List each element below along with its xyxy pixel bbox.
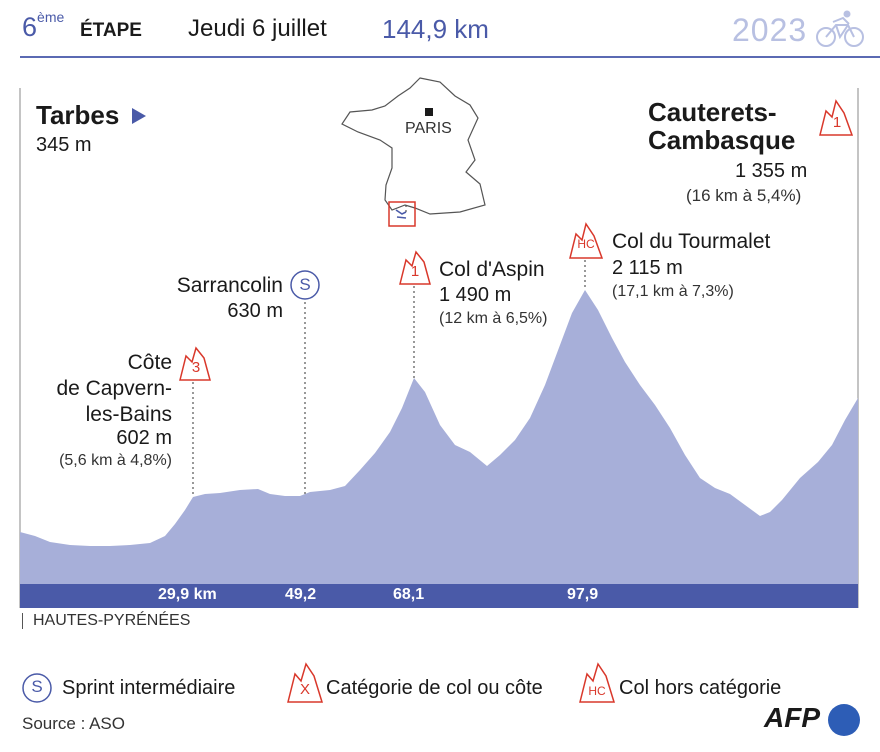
afp-logo-dot: [828, 704, 860, 736]
legend-sprint-label: Sprint intermédiaire: [62, 677, 236, 699]
source-credit: Source : ASO: [22, 714, 125, 733]
finish-detail: (16 km à 5,4%): [686, 186, 802, 205]
paris-marker: [425, 108, 433, 116]
stage-date: Jeudi 6 juillet: [188, 15, 327, 42]
climb-cat1-finish-icon: [819, 99, 854, 136]
legend-sprint-symbol: S: [31, 677, 43, 696]
elevation-profile: [20, 290, 858, 584]
sarrancolin-name: Sarrancolin: [176, 274, 283, 297]
km-label-aspin: 68,1: [393, 586, 425, 603]
legend-hc-icon: [579, 662, 616, 703]
start-name: Tarbes: [36, 100, 120, 130]
capvern-detail: (5,6 km à 4,8%): [59, 452, 172, 469]
finish-altitude: 1 355 m: [735, 160, 808, 182]
finish-category: 1: [832, 114, 842, 131]
cyclist-icon: [816, 10, 864, 47]
stage-number: 6ème: [22, 9, 65, 42]
map-paris-label: PARIS: [405, 120, 452, 137]
header-divider: [20, 56, 880, 58]
distance-axis: [20, 584, 858, 608]
legend-category-label: Catégorie de col ou côte: [326, 677, 543, 699]
aspin-detail: (12 km à 6,5%): [439, 310, 548, 327]
tourmalet-detail: (17,1 km à 7,3%): [612, 283, 734, 300]
legend-hc-symbol: HC: [588, 684, 606, 698]
aspin-altitude: 1 490 m: [439, 284, 512, 306]
tourmalet-altitude: 2 115 m: [612, 257, 683, 279]
aspin-name: Col d'Aspin: [439, 258, 545, 281]
legend-category-symbol: X: [299, 681, 310, 698]
climb-cat3-icon: [179, 346, 211, 381]
climb-hc-tourmalet-icon: [569, 222, 604, 259]
sarrancolin-sprint-symbol: S: [299, 275, 311, 294]
sprint-icon: [290, 270, 320, 300]
year: 2023: [732, 12, 808, 48]
capvern-category: 3: [191, 359, 201, 376]
legend-sprint-icon: [22, 673, 52, 703]
finish-name: Cauterets- Cambasque: [648, 97, 796, 155]
region-label: HAUTES-PYRÉNÉES: [22, 613, 190, 629]
stage-label: ÉTAPE: [80, 20, 142, 41]
sarrancolin-altitude: 630 m: [227, 300, 283, 322]
stage-distance: 144,9 km: [382, 14, 489, 44]
start-altitude: 345 m: [36, 134, 92, 156]
afp-logo: AFP: [764, 702, 820, 733]
tourmalet-category: HC: [577, 237, 595, 251]
km-label-capvern: 29,9 km: [158, 586, 217, 603]
climb-cat1-aspin-icon: [399, 250, 431, 285]
france-map: [341, 77, 486, 215]
km-label-sarrancolin: 49,2: [285, 586, 317, 603]
legend-hc-label: Col hors catégorie: [619, 677, 782, 699]
capvern-altitude: 602 m: [116, 427, 172, 449]
km-label-tourmalet: 97,9: [567, 586, 599, 603]
aspin-category: 1: [410, 263, 420, 280]
tourmalet-name: Col du Tourmalet: [612, 230, 771, 253]
stage-location-box: [388, 201, 416, 227]
start-arrow-icon: [132, 108, 146, 124]
capvern-name: Côte de Capvern- les-Bains: [56, 351, 172, 426]
legend-category-icon: [287, 662, 324, 703]
header: 6ème ÉTAPE Jeudi 6 juillet 144,9 km 2023: [0, 0, 880, 60]
